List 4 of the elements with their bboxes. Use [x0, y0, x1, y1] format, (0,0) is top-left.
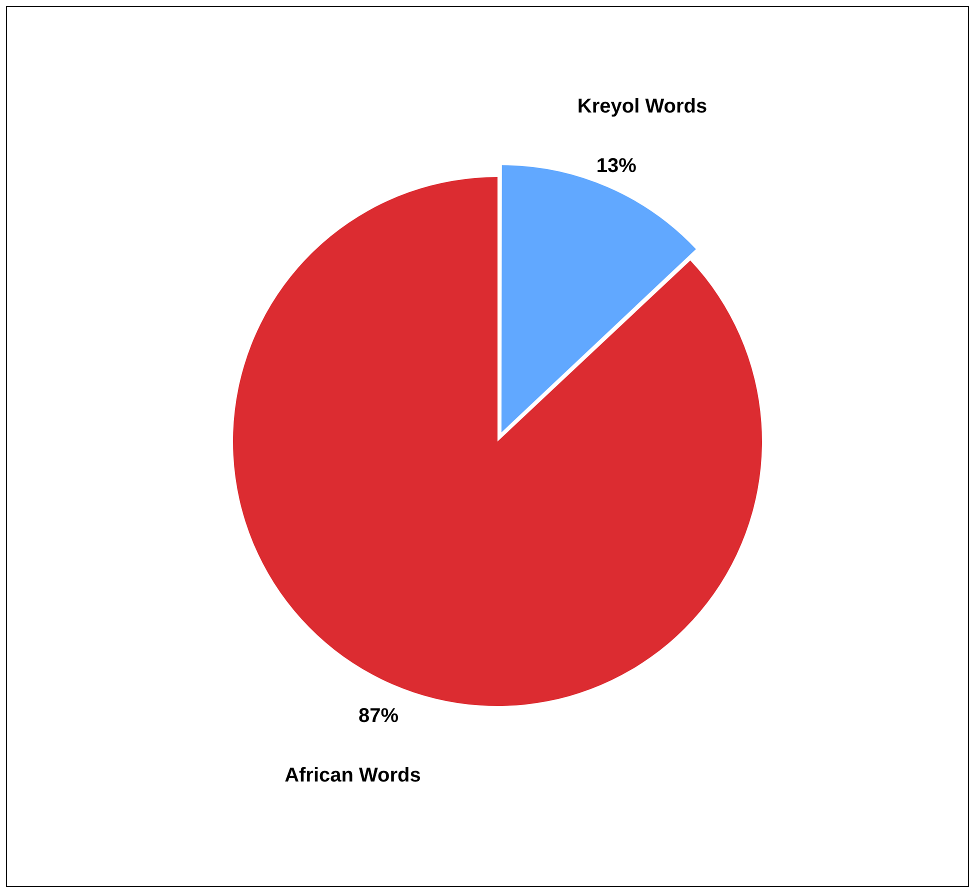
slice-label: African Words — [284, 764, 421, 787]
slice-label: Kreyol Words — [577, 95, 708, 118]
data-label: 87% — [358, 704, 399, 727]
data-label: 13% — [596, 155, 637, 178]
